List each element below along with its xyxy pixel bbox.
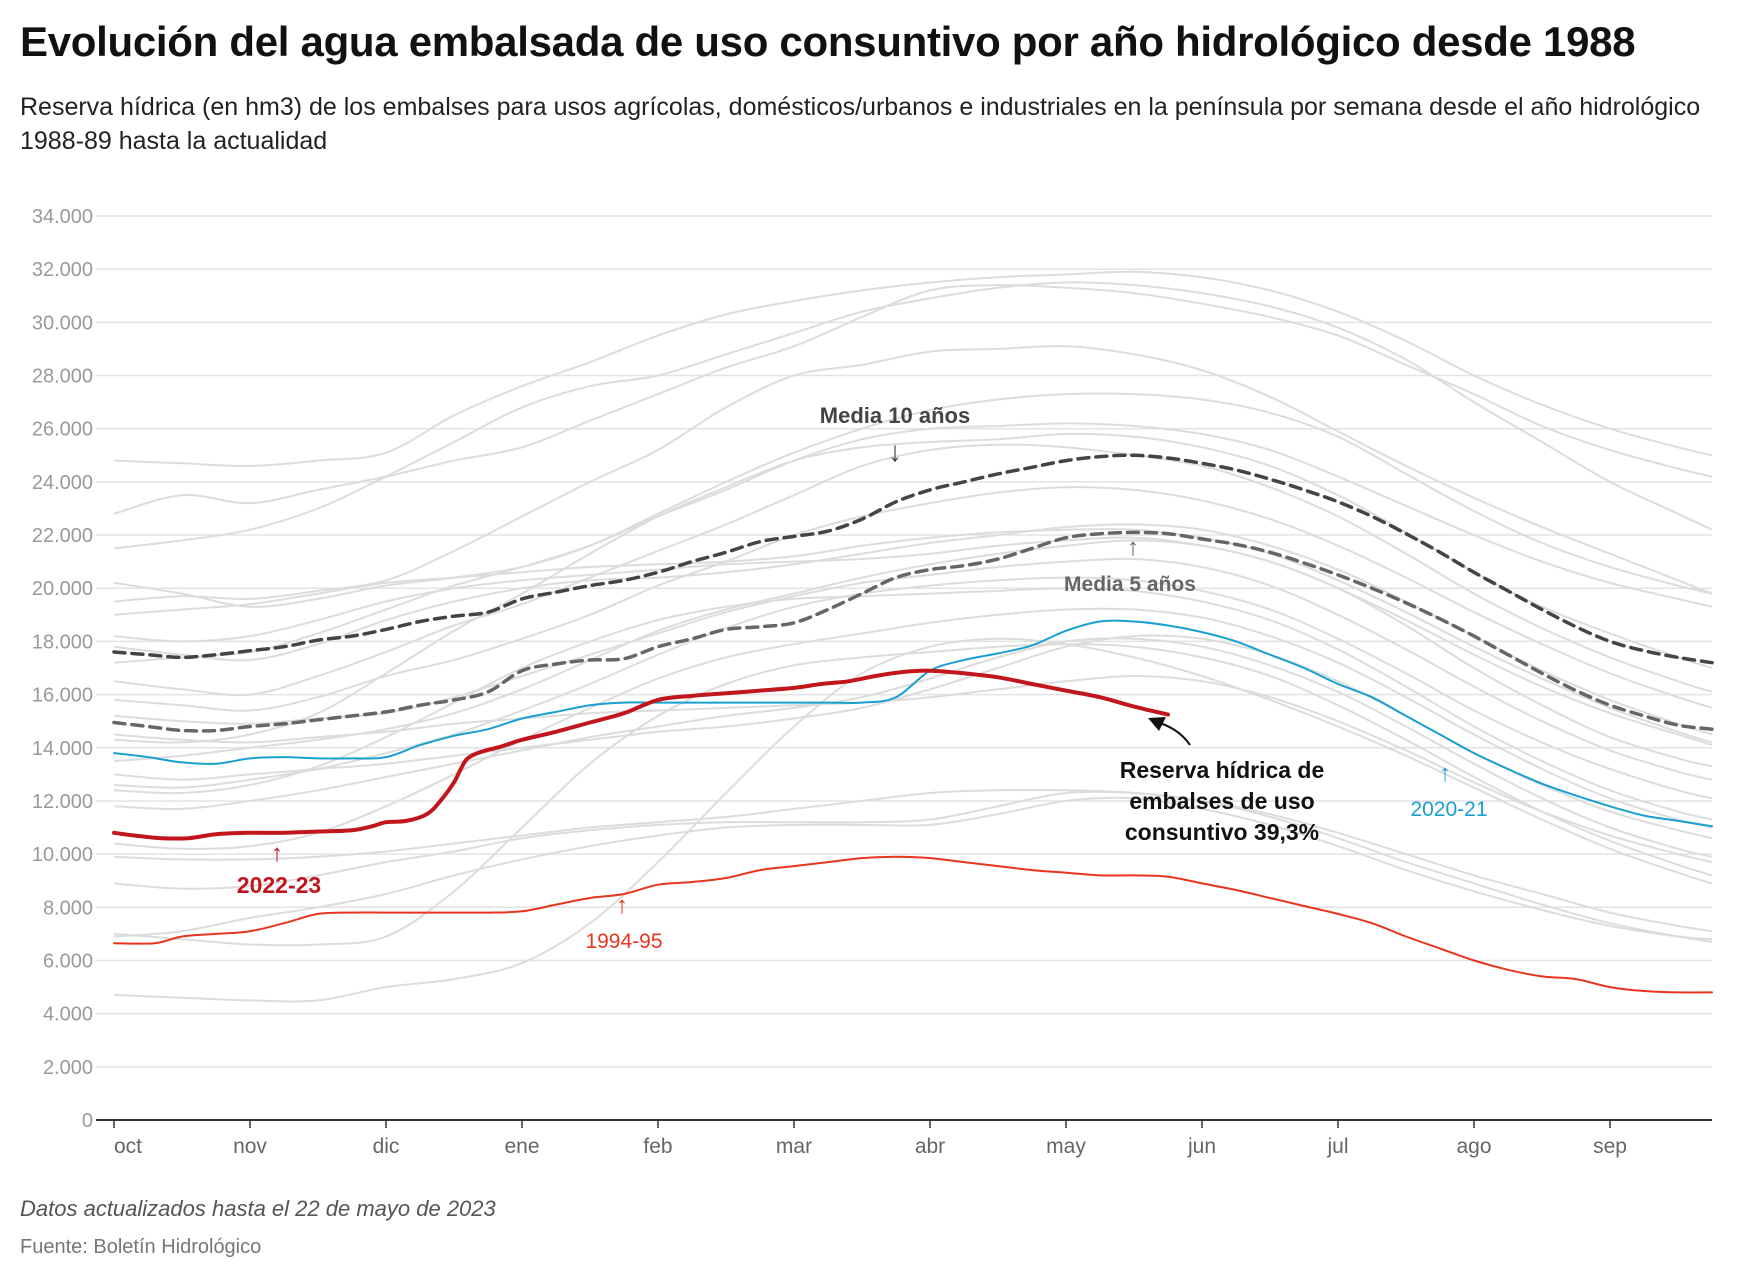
historical-year-line (113, 643, 1713, 947)
series-line-2020-21 (113, 619, 1713, 828)
historical-year-line (113, 576, 1713, 800)
source: Fuente: Boletín Hidrológico (20, 1236, 262, 1258)
x-tick-label: ene (504, 1135, 539, 1158)
y-tick-label: 4.000 (43, 1004, 93, 1026)
y-tick-label: 6.000 (43, 950, 93, 972)
historical-year-line (113, 392, 1713, 608)
x-tick-label: dic (373, 1135, 400, 1158)
x-tick-label: jul (1326, 1135, 1348, 1158)
arrow-2020-21: ↑ (1439, 760, 1451, 787)
y-tick-label: 32.000 (32, 259, 93, 281)
y-tick-label: 8.000 (43, 897, 93, 919)
y-tick-label: 12.000 (32, 791, 93, 813)
arrow-media-5: ↑ (1127, 534, 1139, 561)
historical-year-line (113, 345, 1713, 603)
label-2020-21: 2020-21 (1410, 798, 1487, 821)
label-2022-23: 2022-23 (237, 872, 321, 898)
historical-years-lines (113, 270, 1713, 1003)
historical-year-line (113, 587, 1713, 821)
x-tick-label: nov (233, 1135, 267, 1158)
y-tick-label: 30.000 (32, 312, 93, 334)
y-tick-label: 0 (82, 1110, 93, 1132)
historical-year-line (113, 790, 1713, 943)
label-1994-95: 1994-95 (585, 930, 662, 953)
label-media-5: Media 5 años (1064, 573, 1196, 596)
label-media-10: Media 10 años (820, 403, 970, 428)
historical-year-line (113, 674, 1713, 864)
historical-year-line (113, 284, 1713, 515)
series-line-media-5 (112, 530, 1714, 733)
series-line-media-10 (112, 453, 1714, 665)
historical-year-line (113, 443, 1713, 697)
arrow-2022-23: ↑ (271, 840, 283, 867)
x-tick-label: abr (915, 1135, 945, 1158)
historical-year-line (113, 270, 1713, 467)
x-tick-label: sep (1593, 1135, 1627, 1158)
historical-year-line (113, 486, 1713, 712)
historical-year-line (113, 422, 1713, 664)
historical-year-line (113, 281, 1713, 550)
reserve-arrow (1159, 722, 1191, 746)
series-line-1994-95 (113, 855, 1713, 994)
y-tick-label: 24.000 (32, 472, 93, 494)
x-tick-label: mar (776, 1135, 812, 1158)
x-tick-label: may (1046, 1135, 1086, 1158)
axes: oct nov dic ene feb mar abr may jun jul ago sep (96, 1119, 1712, 1158)
chart-title: Evolución del agua embalsada de uso cons… (20, 18, 1636, 65)
y-tick-label: 14.000 (32, 738, 93, 760)
y-tick-label: 2.000 (43, 1057, 93, 1079)
annotations: Media 10 años ↓ ↑ Media 5 años ↑ 2022-23… (237, 403, 1488, 953)
y-tick-label: 16.000 (32, 685, 93, 707)
arrow-media-10: ↓ (888, 436, 902, 467)
historical-year-line (113, 607, 1713, 850)
y-tick-label: 10.000 (32, 844, 93, 866)
y-tick-label: 20.000 (32, 578, 93, 600)
historical-year-line (113, 536, 1713, 747)
label-reserve-line1: Reserva hídrica de (1120, 757, 1325, 783)
historical-year-line (113, 528, 1713, 744)
historical-year-line (113, 637, 1713, 858)
highlighted-series (112, 453, 1714, 994)
series-line-2022-23 (112, 668, 1170, 841)
label-reserve-line2: embalses de uso (1129, 788, 1314, 814)
y-tick-label: 28.000 (32, 366, 93, 388)
label-reserve-line3: consuntivo 39,3% (1125, 819, 1319, 845)
historical-year-line (113, 539, 1713, 768)
x-tick-label: feb (643, 1135, 672, 1158)
arrow-1994-95: ↑ (616, 892, 628, 919)
y-tick-label: 26.000 (32, 419, 93, 441)
footnote: Datos actualizados hasta el 22 de mayo d… (20, 1196, 496, 1221)
reserve-arrowhead (1148, 717, 1166, 731)
y-tick-label: 22.000 (32, 525, 93, 547)
x-tick-label: jun (1187, 1135, 1216, 1158)
y-tick-label: 34.000 (32, 206, 93, 228)
x-tick-label: ago (1456, 1135, 1491, 1158)
historical-year-line (113, 637, 1713, 1003)
x-tick-label: oct (114, 1135, 142, 1158)
historical-year-line (113, 789, 1713, 933)
chart-subtitle: Reserva hídrica (en hm3) de los embalses… (20, 93, 1701, 155)
y-tick-label: 18.000 (32, 631, 93, 653)
historical-year-line (113, 796, 1713, 941)
line-chart: 0 2.000 4.000 6.000 8.000 10.000 12.000 14.000 1… (32, 206, 1714, 1158)
